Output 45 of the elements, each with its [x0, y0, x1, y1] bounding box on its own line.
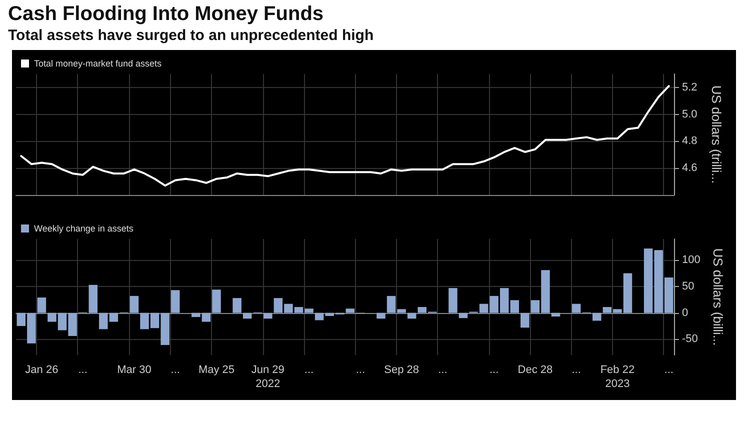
- bar: [510, 300, 520, 313]
- x-tick-label: Mar 30: [117, 364, 152, 376]
- y-tick-label: 5.0: [682, 108, 698, 120]
- x-tick-label: ...: [489, 364, 499, 376]
- legend-label: Weekly change in assets: [34, 224, 134, 234]
- y-tick-label: 50: [682, 280, 694, 292]
- y-tick-label: 5.2: [682, 81, 698, 94]
- legend-label: Total money-market fund assets: [34, 58, 162, 68]
- bar: [346, 308, 355, 313]
- bar: [264, 312, 272, 319]
- x-tick-label: ...: [664, 364, 674, 376]
- y-axis-title: US dollars (billi...: [710, 248, 726, 346]
- x-tick-label: ...: [572, 364, 581, 376]
- bar: [242, 312, 252, 319]
- x-tick-label: ...: [170, 364, 180, 376]
- y-tick-label: 100: [682, 254, 700, 266]
- bar: [407, 312, 416, 319]
- x-tick-label: Jun 29 2022: [251, 364, 284, 390]
- y-tick-label: 0: [682, 306, 688, 319]
- x-tick-label: May 25: [198, 364, 235, 376]
- bar: [448, 288, 458, 313]
- y-axis-title: US dollars (trilli...: [709, 85, 724, 184]
- bar: [170, 290, 180, 313]
- y-tick-label: 4.8: [682, 135, 698, 148]
- chart-subtitle: Total assets have surged to an unprecedented high: [8, 26, 374, 45]
- x-tick-label: Feb 22 2023: [600, 364, 635, 390]
- bar: [551, 312, 560, 317]
- x-tick-label: ...: [356, 364, 366, 376]
- x-tick-label: Dec 28: [518, 364, 553, 376]
- line-series: [20, 85, 670, 187]
- x-tick-label: Jan 26: [25, 364, 58, 376]
- y-tick-label: 4.6: [682, 162, 698, 174]
- x-tick-label: ...: [438, 364, 448, 376]
- bar: [520, 312, 530, 328]
- x-tick-label: Sep 28: [384, 364, 419, 376]
- x-tick-label: ...: [304, 364, 314, 376]
- bar: [212, 290, 221, 313]
- bar: [376, 312, 386, 319]
- y-tick-label: -50: [682, 333, 698, 346]
- x-tick-label: ...: [78, 364, 88, 376]
- bar: [232, 298, 242, 313]
- bar: [37, 298, 46, 313]
- bar: [592, 312, 602, 321]
- bar: [458, 312, 468, 318]
- chart-title: Cash Flooding Into Money Funds: [8, 2, 325, 26]
